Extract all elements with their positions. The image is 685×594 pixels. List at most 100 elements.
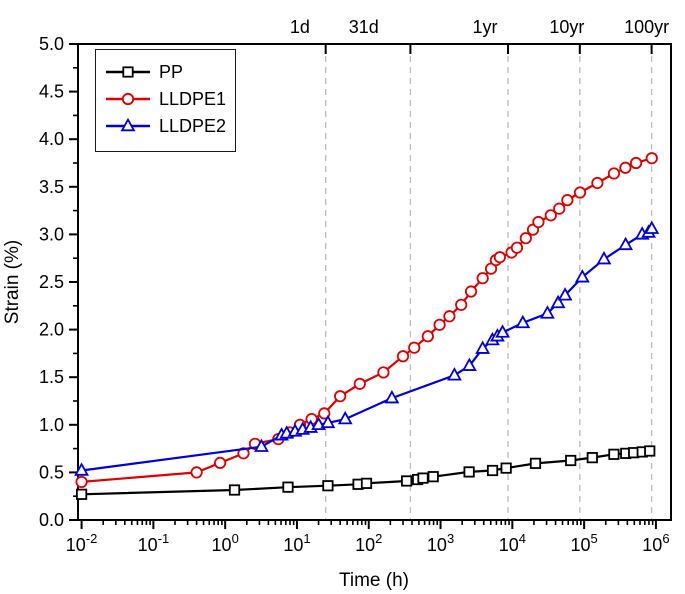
x-tick-label: 105	[570, 531, 597, 555]
data-point-marker	[120, 117, 136, 131]
reference-gridlines	[325, 45, 653, 519]
data-point-marker	[214, 456, 227, 469]
legend-square-marker-swatch	[106, 65, 150, 78]
data-point-marker	[515, 314, 531, 329]
legend-item-lldpe2: LLDPE2	[106, 113, 235, 138]
data-point-marker	[443, 310, 456, 323]
data-point-marker	[510, 241, 524, 254]
data-point-marker	[644, 220, 660, 234]
top-axis-label: 10yr	[549, 17, 584, 37]
data-point-marker	[557, 287, 573, 301]
data-point-marker	[322, 480, 334, 492]
y-tick-label: 1.5	[39, 367, 64, 387]
data-point-marker	[586, 452, 598, 464]
data-point-marker	[353, 377, 366, 390]
data-point-marker	[320, 414, 336, 429]
series-lldpe2	[74, 220, 660, 476]
legend-item-pp: PP	[106, 59, 235, 84]
data-point-marker	[629, 156, 643, 170]
data-point-marker	[565, 454, 577, 467]
data-point-marker	[421, 330, 434, 343]
data-point-marker	[318, 407, 331, 420]
y-tick-label: 2.5	[39, 272, 64, 292]
y-tick-label: 4.0	[39, 129, 64, 149]
data-point-marker	[493, 251, 506, 264]
legend-label: PP	[159, 61, 184, 82]
legend-label: LLDPE1	[159, 88, 227, 109]
data-point-marker	[529, 457, 542, 469]
data-point-marker	[384, 389, 400, 404]
data-point-marker	[500, 462, 512, 474]
data-point-marker	[486, 464, 499, 477]
data-point-marker	[553, 202, 566, 215]
y-tick-label: 4.5	[39, 82, 64, 102]
data-point-marker	[122, 65, 134, 78]
data-point-marker	[476, 272, 489, 285]
data-point-marker	[544, 209, 557, 222]
data-point-marker	[417, 472, 429, 484]
top-axis-label: 31d	[349, 17, 379, 37]
data-point-marker	[377, 366, 390, 379]
y-axis-title: Strain (%)	[2, 240, 23, 324]
data-point-marker	[254, 438, 269, 452]
data-point-marker	[475, 340, 491, 354]
data-point-marker	[190, 466, 203, 479]
data-point-marker	[573, 186, 587, 199]
data-point-marker	[550, 294, 566, 309]
top-axis-label: 1yr	[473, 17, 498, 37]
x-axis-title: Time (h)	[339, 570, 409, 591]
y-tick-label: 0.0	[39, 510, 64, 530]
data-point-marker	[619, 161, 632, 174]
data-point-marker	[282, 481, 294, 493]
data-point-marker	[360, 477, 373, 489]
data-point-marker	[337, 410, 353, 425]
data-point-marker	[539, 305, 555, 319]
data-point-marker	[75, 475, 88, 489]
data-point-marker	[74, 462, 90, 476]
series-lldpe1	[75, 152, 658, 489]
x-tick-label: 102	[355, 531, 382, 555]
y-tick-label: 5.0	[39, 34, 64, 54]
x-tick-label: 100	[212, 531, 239, 555]
data-point-marker	[532, 215, 545, 229]
y-tick-label: 3.0	[39, 224, 64, 244]
x-tick-label: 101	[283, 531, 310, 555]
top-axis-label: 100yr	[624, 17, 669, 37]
top-axis-label: 1d	[290, 17, 310, 37]
legend-circle-marker-swatch	[106, 92, 150, 105]
data-point-marker	[427, 471, 439, 483]
data-point-marker	[607, 167, 621, 180]
data-point-marker	[591, 176, 604, 190]
data-point-marker	[433, 318, 446, 331]
data-point-marker	[574, 269, 590, 283]
data-point-marker	[455, 298, 468, 311]
data-point-marker	[75, 488, 88, 500]
x-tick-label: 103	[427, 531, 454, 555]
data-point-marker	[228, 484, 241, 496]
data-point-marker	[618, 236, 634, 251]
y-tick-label: 2.0	[39, 320, 64, 340]
legend-item-lldpe1: LLDPE1	[106, 86, 235, 111]
data-point-marker	[519, 232, 532, 245]
legend-label: LLDPE2	[159, 115, 227, 136]
data-point-marker	[463, 466, 475, 478]
x-tick-label: 10-1	[138, 531, 170, 555]
data-point-marker	[464, 285, 478, 298]
data-point-marker	[644, 445, 656, 457]
x-tick-label: 106	[642, 531, 669, 555]
y-tick-label: 1.0	[39, 415, 64, 435]
y-tick-label: 0.5	[39, 462, 64, 482]
plot-area: 10-2 10-1 100 101 102 103 104 105 106 0.0 0.5 1.0 1.…	[39, 17, 672, 555]
series-lldpe2-line	[81, 227, 653, 472]
x-tick-label: 104	[499, 531, 526, 555]
data-point-marker	[608, 448, 620, 460]
legend: PP LLDPE1 LLDPE2	[95, 49, 236, 152]
data-point-marker	[408, 341, 421, 354]
data-point-marker	[561, 194, 574, 207]
data-point-marker	[495, 324, 511, 338]
series-pp	[75, 445, 656, 500]
legend-triangle-marker-swatch	[106, 117, 150, 131]
data-point-marker	[461, 357, 477, 371]
data-point-marker	[396, 350, 410, 363]
